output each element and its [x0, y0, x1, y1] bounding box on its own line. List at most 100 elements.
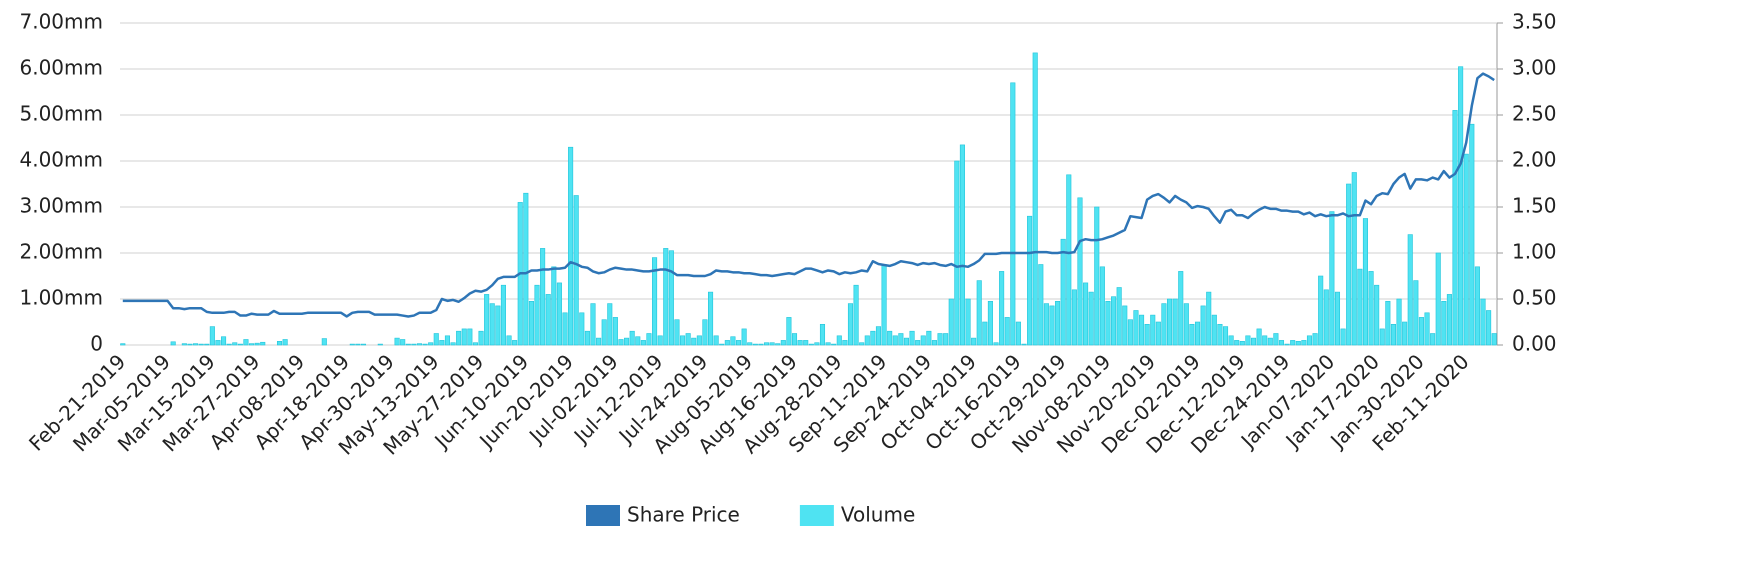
bar: [1474, 266, 1480, 346]
bar: [842, 340, 848, 346]
bar: [400, 339, 406, 346]
bar: [954, 160, 960, 346]
bar: [562, 312, 568, 346]
bar: [1094, 206, 1100, 346]
y2-tick-label: 1.50: [1512, 194, 1557, 218]
bar: [1122, 305, 1128, 346]
bar: [1127, 319, 1133, 346]
bar: [568, 146, 574, 346]
bar: [596, 337, 602, 346]
bar: [769, 342, 775, 346]
bar: [663, 248, 669, 346]
bar: [1245, 335, 1251, 346]
bar: [590, 303, 596, 346]
bar: [708, 291, 714, 346]
bar: [232, 342, 238, 346]
bar: [1486, 310, 1492, 346]
bar: [198, 343, 204, 346]
bar: [215, 340, 221, 346]
bar: [1351, 172, 1357, 346]
bar: [1379, 328, 1385, 346]
bar: [411, 343, 417, 346]
bar: [1200, 305, 1206, 346]
bar: [1004, 317, 1010, 346]
bar: [1424, 312, 1430, 346]
bar: [584, 330, 590, 346]
bar: [920, 335, 926, 346]
legend-label: Volume: [841, 503, 915, 527]
bar: [534, 284, 540, 346]
bar: [1402, 321, 1408, 346]
bar: [1038, 264, 1044, 346]
bar: [1222, 326, 1229, 346]
legend-swatch: [586, 505, 620, 526]
y-tick-label: 0: [90, 332, 103, 356]
bar: [1463, 153, 1469, 346]
y-tick-label: 6.00mm: [20, 56, 104, 80]
bar: [674, 319, 680, 346]
bar: [1273, 333, 1279, 346]
bar: [601, 319, 607, 346]
bar: [1228, 335, 1234, 346]
bar: [282, 339, 288, 346]
bar: [1407, 234, 1413, 346]
bar: [915, 340, 921, 346]
bar: [1334, 291, 1341, 346]
bar: [433, 333, 439, 346]
bar: [691, 337, 697, 346]
y2-tick-label: 3.50: [1512, 10, 1557, 34]
y-tick-label: 2.00mm: [20, 240, 104, 264]
bar: [540, 248, 546, 346]
bar: [1206, 291, 1212, 346]
bar: [1060, 238, 1066, 346]
bar: [528, 300, 534, 346]
bar: [999, 271, 1005, 346]
bar: [1111, 296, 1117, 346]
bar: [1077, 197, 1083, 346]
bar: [523, 192, 529, 346]
bar: [1105, 300, 1111, 346]
line: [122, 72, 1495, 318]
bar: [791, 333, 798, 346]
bar: [629, 330, 635, 346]
bar: [1396, 298, 1402, 346]
bar: [797, 340, 803, 346]
bar: [1066, 174, 1072, 346]
legend-label: Share Price: [627, 503, 740, 527]
bar: [1357, 268, 1363, 346]
bar: [624, 337, 630, 346]
bar: [495, 305, 501, 346]
bar: [1043, 303, 1049, 346]
bar: [355, 343, 361, 346]
bar: [1055, 300, 1061, 346]
bar: [394, 337, 400, 346]
bar: [780, 340, 786, 346]
bar: [472, 342, 478, 346]
bar: [1340, 328, 1346, 346]
y2-tick-label: 0.00: [1512, 332, 1557, 356]
bar: [1368, 271, 1374, 346]
bar: [959, 144, 965, 346]
bar: [1083, 282, 1089, 346]
bar: [808, 343, 814, 346]
bar: [652, 257, 658, 346]
bar: [187, 343, 193, 346]
bar: [209, 326, 215, 346]
bar: [1306, 335, 1313, 346]
bar: [859, 342, 865, 346]
bar: [1217, 323, 1223, 346]
y-tick-label: 5.00mm: [20, 102, 104, 126]
bar: [680, 335, 686, 346]
bar: [181, 343, 187, 346]
bar: [204, 343, 210, 346]
bar: [1099, 266, 1105, 346]
bar: [416, 343, 423, 346]
y2-tick-label: 2.50: [1512, 102, 1557, 126]
bar: [484, 294, 490, 346]
bar: [1278, 340, 1285, 346]
legend-swatch: [799, 505, 834, 526]
bar: [1346, 183, 1352, 346]
bar: [545, 294, 551, 346]
bar: [360, 343, 367, 346]
